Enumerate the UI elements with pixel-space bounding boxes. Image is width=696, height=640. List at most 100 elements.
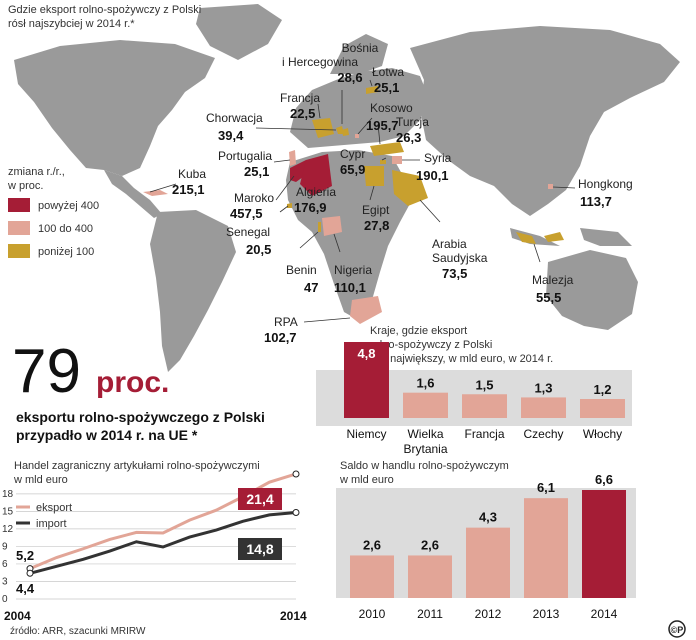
country-value: 195,7 [366, 118, 399, 133]
land-greenland [196, 4, 282, 60]
category-label: 2014 [591, 607, 618, 621]
y-tick-label: 9 [2, 541, 8, 552]
legend-label: powyżej 400 [38, 200, 99, 212]
legend-title: zmiana r./r., [8, 166, 65, 178]
region-portugalia [289, 150, 296, 166]
country-name: Syria [424, 151, 452, 165]
land-new-guinea [580, 228, 632, 246]
bar-value-label: 6,1 [537, 480, 555, 495]
top-countries-bar-chart: Kraje, gdzie eksport rolno-spożywczy z P… [316, 325, 632, 456]
bar-value-label: 1,2 [593, 382, 611, 397]
category-label: Włochy [583, 427, 622, 441]
region-benin [318, 222, 321, 232]
chart-title: Handel zagraniczny artykułami rolno-spoż… [14, 460, 260, 472]
bar-value-label: 1,6 [416, 376, 434, 391]
region-bosnia [342, 128, 349, 136]
country-value: 28,6 [337, 70, 362, 85]
chart-title: w mld euro [339, 474, 394, 486]
region-kuba [143, 190, 168, 196]
y-tick-label: 18 [2, 489, 14, 500]
legend-swatch [8, 221, 30, 235]
logo-icon [668, 620, 686, 638]
map-legend: zmiana r./r., w proc. powyżej 400 100 do… [7, 166, 99, 258]
country-value: 73,5 [442, 266, 467, 281]
bar [462, 394, 507, 418]
end-value-box [238, 538, 282, 560]
start-value-label: 5,2 [16, 548, 34, 563]
start-value-label: 4,4 [16, 581, 35, 596]
land-central-america [104, 170, 162, 218]
bar [524, 498, 568, 598]
country-value: 176,9 [294, 200, 327, 215]
y-tick-label: 0 [2, 594, 8, 605]
country-value: 113,7 [580, 194, 612, 209]
region-cypr [380, 160, 386, 164]
bar [582, 490, 626, 598]
bar-value-label: 4,8 [357, 346, 375, 361]
end-value-label: 21,4 [246, 491, 273, 507]
country-name: Saudyjska [432, 251, 488, 265]
headline-text: eksportu rolno-spożywczego z Polski [16, 409, 265, 425]
data-point [292, 470, 300, 478]
country-value: 26,3 [396, 130, 421, 145]
category-label: Brytania [403, 442, 447, 456]
bar [521, 397, 566, 418]
y-tick-label: 12 [2, 524, 14, 535]
legend-title: w proc. [7, 180, 43, 192]
map-title: Gdzie eksport rolno-spożywczy z Polski [8, 4, 201, 16]
country-value: 27,8 [364, 218, 389, 233]
region-francja [312, 118, 334, 138]
land-south-america [150, 210, 236, 372]
country-name: Kuba [178, 167, 206, 181]
region-turcja [370, 142, 404, 156]
region-kosowo [355, 134, 359, 138]
chart-title: Kraje, gdzie eksport [370, 325, 467, 337]
region-algieria [300, 154, 332, 196]
bar-value-label: 4,3 [479, 510, 497, 525]
end-value-box [238, 488, 282, 510]
country-name: Łotwa [372, 65, 404, 79]
data-point [292, 509, 300, 517]
y-tick-label: 6 [2, 559, 8, 570]
country-value: 25,1 [244, 164, 269, 179]
country-name: Turcja [396, 115, 429, 129]
land-asia [410, 26, 680, 216]
country-name: Egipt [362, 203, 390, 217]
category-label: Wielka [407, 427, 443, 441]
source-note: źródło: ARR, szacunki MRIRW [10, 626, 146, 637]
country-name: Algieria [296, 185, 336, 199]
country-name: Francja [280, 91, 320, 105]
category-label: 2011 [417, 607, 443, 621]
bar-value-label: 1,3 [534, 380, 552, 395]
country-value: 102,7 [264, 330, 297, 345]
region-chorwacja [336, 126, 344, 134]
bar [408, 555, 452, 598]
region-syria [392, 156, 402, 164]
legend-label: 100 do 400 [38, 223, 93, 235]
country-name: Nigeria [334, 263, 372, 277]
country-value: 190,1 [416, 168, 449, 183]
land-australia [546, 250, 638, 330]
country-value: 39,4 [218, 128, 244, 143]
country-value: 47 [304, 280, 318, 295]
chart-title: rolno-spożywczy z Polski [370, 339, 492, 351]
y-tick-label: 3 [2, 576, 8, 587]
world-map [14, 4, 680, 372]
country-name: Portugalia [218, 149, 272, 163]
country-name: i Hercegowina [282, 55, 358, 69]
land-north-america [14, 40, 215, 176]
country-name: Maroko [234, 191, 274, 205]
headline-number: 79 [12, 337, 81, 406]
category-label: Francja [464, 427, 504, 441]
country-name: Hongkong [578, 177, 633, 191]
bar [466, 527, 510, 598]
category-label: Czechy [523, 427, 563, 441]
category-label: 2010 [359, 607, 386, 621]
x-tick-label: 2014 [280, 609, 307, 623]
country-name: Senegal [226, 225, 270, 239]
region-hongkong [548, 184, 553, 189]
logo-text: ©P [671, 625, 684, 635]
x-tick-label: 2004 [4, 609, 31, 623]
region-malezja [516, 232, 564, 244]
